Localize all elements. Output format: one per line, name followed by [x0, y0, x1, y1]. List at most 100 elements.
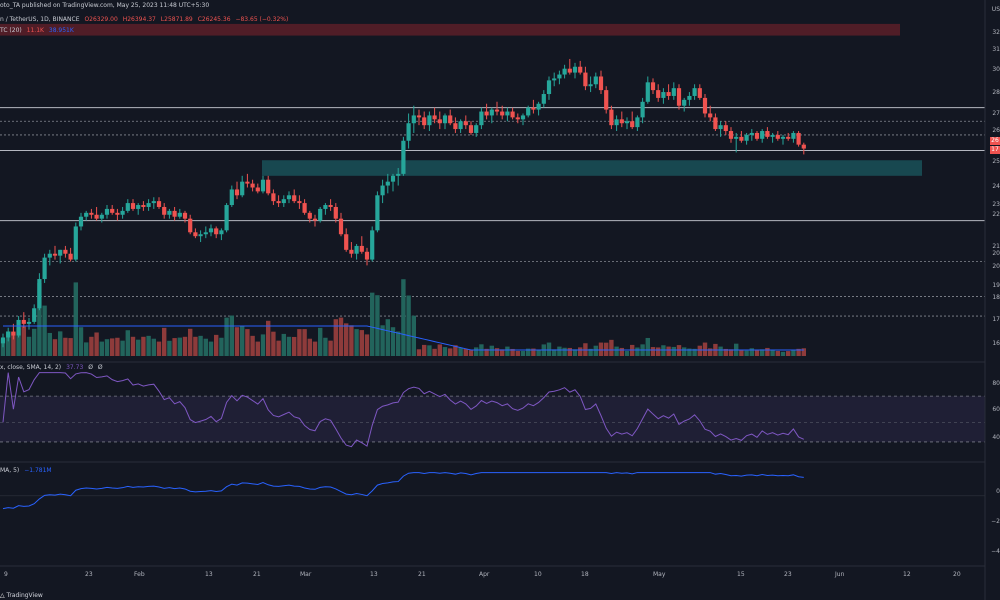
publish-info: oto_TA published on TradingView.com, May…: [0, 2, 210, 9]
candle-body: [583, 72, 588, 87]
candle-body: [770, 134, 775, 137]
support-zone: [262, 160, 922, 176]
candle-body: [422, 117, 427, 126]
price-axis-label: 27: [992, 110, 1000, 117]
volume-bar: [593, 345, 598, 356]
volume-bar: [780, 351, 786, 356]
volume-bar: [754, 350, 760, 356]
candle-body: [546, 80, 552, 95]
volume-bar: [645, 337, 650, 356]
candle-body: [541, 94, 546, 104]
obv-axis-label: −4: [991, 548, 1000, 555]
volume-bar: [427, 345, 432, 356]
price-axis-label: 22: [992, 211, 1000, 218]
price-axis-label: 17: [992, 316, 1000, 323]
candle-body: [198, 234, 203, 237]
price-axis-label: 24: [992, 183, 1000, 190]
candle-body: [193, 232, 198, 237]
candle-body: [136, 205, 141, 209]
candle-body: [125, 203, 130, 211]
volume-bar: [718, 346, 723, 356]
time-axis-label: 13: [370, 571, 378, 578]
rsi-value: 37.73: [66, 364, 84, 371]
volume-bar: [125, 330, 130, 356]
volume-bar: [354, 329, 359, 356]
volume-bar: [364, 334, 370, 356]
volume-bar: [624, 350, 630, 356]
candle-body: [349, 249, 354, 254]
candle-body: [73, 226, 78, 260]
volume-bar: [58, 331, 63, 356]
volume-bar: [240, 326, 245, 356]
candle-body: [432, 115, 437, 120]
candle-body: [676, 88, 682, 106]
candle-body: [47, 253, 52, 258]
rsi-extra-2: Ø: [97, 364, 103, 371]
obv-axis-label: 0: [996, 488, 1000, 495]
candle-body: [489, 109, 494, 116]
time-axis-label: 21: [418, 571, 426, 578]
candle-body: [598, 76, 604, 91]
ohlc-change: −83.65 (−0.32%): [235, 16, 289, 23]
volume-bar: [162, 327, 167, 356]
candle-body: [630, 121, 635, 128]
volume-bar: [505, 346, 510, 356]
candle-body: [749, 132, 754, 135]
candle-body: [162, 206, 167, 215]
volume-value: 11.1K: [26, 27, 44, 34]
volume-bar: [333, 319, 338, 356]
volume-bar: [572, 349, 578, 356]
volume-bar: [110, 338, 115, 356]
volume-bar: [396, 331, 401, 356]
candle-body: [307, 212, 312, 219]
price-axis-label: 16: [992, 340, 1000, 347]
candle-body: [562, 68, 567, 75]
volume-bar: [292, 336, 297, 356]
tradingview-logo[interactable]: △ TradingView: [0, 592, 43, 599]
volume-bar: [203, 338, 208, 356]
candle-body: [624, 121, 630, 124]
candle-body: [531, 107, 536, 110]
volume-bar: [302, 329, 307, 356]
volume-bar: [37, 283, 42, 356]
volume-bar: [682, 347, 687, 356]
ohlc-low: L25871.89: [160, 16, 193, 23]
time-axis-label: 10: [534, 571, 542, 578]
candle-body: [370, 230, 375, 260]
volume-bar: [370, 292, 375, 356]
volume-bar: [250, 335, 255, 356]
volume-bar: [359, 330, 364, 356]
price-axis-label: 21: [992, 243, 1000, 250]
volume-bar: [422, 344, 427, 356]
volume-bar: [271, 331, 276, 356]
candle-body: [416, 115, 422, 118]
volume-bar: [510, 348, 515, 356]
candle-body: [442, 115, 448, 124]
candle-body: [791, 132, 796, 139]
obv-label: MA, 5): [0, 467, 20, 474]
ohlc-open: O26329.00: [84, 16, 118, 23]
candle-body: [281, 199, 286, 204]
candle-body: [687, 95, 692, 100]
volume-bar: [260, 334, 266, 356]
volume-bar: [666, 346, 671, 356]
candle-body: [338, 218, 344, 235]
time-axis-label: Apr: [479, 571, 490, 578]
volume-bar: [650, 347, 656, 356]
volume-bar: [26, 336, 32, 356]
candle-body: [760, 131, 765, 139]
volume-bar: [104, 339, 110, 356]
volume-bar: [375, 295, 380, 356]
volume-bar: [697, 345, 702, 356]
volume-bar: [687, 348, 692, 356]
candle-body: [635, 117, 640, 128]
volume-legend: TC (20) 11.1K 38.951K: [0, 27, 77, 34]
candle-body: [167, 210, 172, 215]
candle-body: [0, 337, 6, 344]
candle-body: [26, 321, 32, 324]
volume-bar: [604, 342, 609, 356]
volume-bar: [671, 346, 676, 356]
volume-bar: [801, 348, 806, 356]
candle-body: [427, 115, 432, 126]
